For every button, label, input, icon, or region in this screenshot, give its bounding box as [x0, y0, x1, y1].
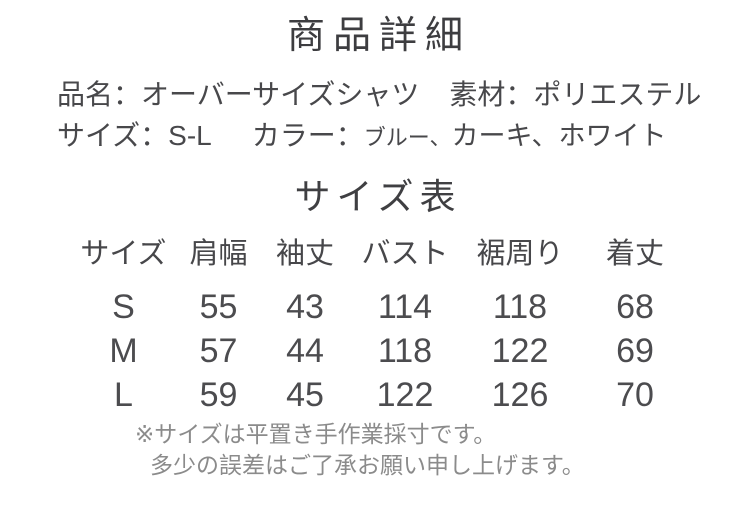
cell-size: S: [112, 287, 135, 326]
color-label: カラー：: [251, 120, 364, 151]
column-header-length: 着丈: [605, 238, 664, 270]
size-range-value: S-L: [168, 120, 212, 151]
table-row-s: S 55 43 114 118 68: [72, 285, 692, 329]
column-header-sleeve: 袖丈: [275, 238, 334, 270]
cell-hem: 118: [492, 287, 548, 326]
column-header-shoulder: 肩幅: [189, 238, 248, 270]
color-value-khaki-white: カーキ、ホワイト: [451, 121, 667, 151]
size-table-header-row: サイズ 肩幅 袖丈 バスト 裾周り 着丈: [72, 228, 692, 285]
page-title: 商品詳細: [286, 15, 471, 57]
product-name-value: オーバーサイズシャツ: [141, 79, 420, 110]
cell-bust: 118: [377, 331, 433, 370]
color-value-blue: ブルー、: [363, 125, 452, 150]
size-color-line: サイズ：S-L カラー：ブルー、カーキ、ホワイト: [57, 115, 701, 158]
product-info: 品名：オーバーサイズシャツ 素材：ポリエステル サイズ：S-L カラー：ブルー、カー…: [57, 74, 701, 158]
measurement-note: ※サイズは平置き手作業採寸です。 多少の誤差はご了承お願い申し上げます。: [135, 419, 585, 481]
size-table-heading: サイズ表: [294, 176, 462, 217]
size-range-label: サイズ：: [57, 120, 169, 151]
note-line-2: 多少の誤差はご了承お願い申し上げます。: [150, 452, 585, 478]
cell-length: 70: [616, 375, 654, 414]
cell-bust: 114: [377, 287, 433, 326]
table-row-m: M 57 44 118 122 69: [72, 329, 692, 373]
column-header-size: サイズ: [80, 238, 167, 270]
column-header-bust: バスト: [361, 238, 449, 270]
product-name-label: 品名：: [57, 79, 142, 110]
cell-shoulder: 59: [199, 375, 238, 414]
cell-size: M: [109, 331, 138, 370]
table-row-l: L 59 45 122 126 70: [72, 373, 692, 417]
note-line-1: ※サイズは平置き手作業採寸です。: [135, 421, 497, 447]
cell-length: 69: [616, 331, 654, 370]
cell-size: L: [114, 375, 133, 414]
cell-sleeve: 44: [286, 331, 324, 370]
material-label: 素材：: [449, 79, 534, 110]
cell-hem: 126: [491, 375, 549, 414]
cell-shoulder: 55: [199, 287, 238, 326]
cell-sleeve: 45: [286, 375, 324, 414]
cell-length: 68: [616, 287, 654, 326]
cell-shoulder: 57: [199, 331, 238, 370]
size-table: サイズ 肩幅 袖丈 バスト 裾周り 着丈 S 55 43 114 118 68 …: [72, 228, 692, 417]
cell-hem: 122: [491, 331, 549, 370]
material-value: ポリエステル: [533, 79, 702, 110]
cell-sleeve: 43: [286, 287, 324, 326]
product-name-material-line: 品名：オーバーサイズシャツ 素材：ポリエステル: [57, 74, 701, 115]
column-header-hem: 裾周り: [476, 238, 564, 270]
cell-bust: 122: [376, 375, 434, 414]
